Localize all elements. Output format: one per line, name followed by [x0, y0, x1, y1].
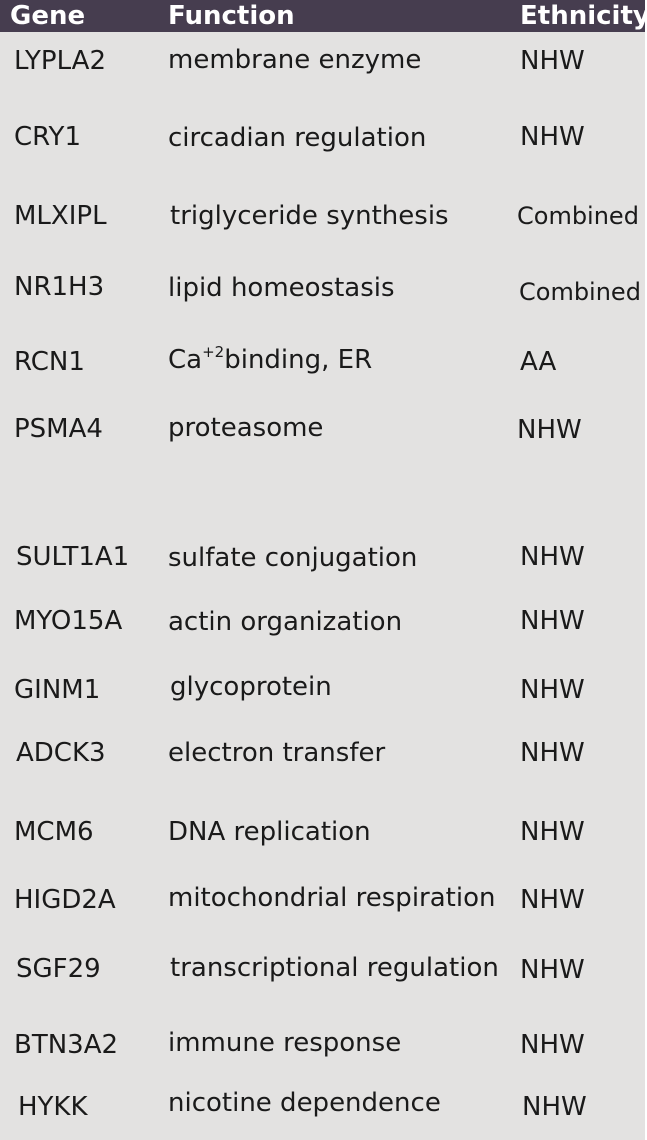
function-cell: sulfate conjugation — [168, 543, 418, 573]
function-cell: glycoprotein — [170, 672, 332, 702]
ethnicity-cell: Combined — [519, 278, 641, 306]
ethnicity-cell: NHW — [520, 122, 585, 152]
function-suffix: binding, ER — [224, 345, 373, 375]
gene-cell: SULT1A1 — [16, 542, 130, 572]
gene-cell: MYO15A — [14, 606, 123, 636]
ethnicity-cell: NHW — [520, 606, 585, 636]
gene-cell: MCM6 — [14, 817, 94, 847]
header-function: Function — [168, 1, 295, 31]
ethnicity-cell: NHW — [520, 46, 585, 76]
gene-cell: HIGD2A — [14, 885, 116, 915]
ethnicity-cell: AA — [520, 347, 557, 377]
ethnicity-cell: NHW — [520, 675, 585, 705]
gene-cell: PSMA4 — [14, 414, 103, 444]
function-cell: Ca+2binding, ER — [168, 343, 373, 379]
ethnicity-cell: NHW — [522, 1092, 587, 1122]
gene-cell: ADCK3 — [16, 738, 106, 768]
ethnicity-cell: NHW — [520, 542, 585, 572]
ethnicity-cell: NHW — [520, 1030, 585, 1060]
function-cell: actin organization — [168, 607, 403, 637]
gene-cell: GINM1 — [14, 675, 101, 705]
gene-cell: NR1H3 — [14, 272, 105, 302]
function-cell: nicotine dependence — [168, 1088, 441, 1118]
gene-cell: SGF29 — [16, 954, 101, 984]
ethnicity-cell: NHW — [517, 415, 582, 445]
table-header: Gene Function Ethnicity — [0, 0, 647, 32]
gene-cell: RCN1 — [14, 347, 85, 377]
gene-cell: HYKK — [18, 1092, 88, 1122]
ethnicity-cell: NHW — [520, 738, 585, 768]
function-prefix: Ca — [168, 345, 203, 375]
function-cell: triglyceride synthesis — [170, 201, 449, 231]
ethnicity-cell: NHW — [520, 817, 585, 847]
function-cell: DNA replication — [168, 817, 371, 847]
header-ethnicity: Ethnicity — [520, 1, 647, 31]
function-cell: circadian regulation — [168, 123, 427, 153]
ethnicity-cell: NHW — [520, 955, 585, 985]
function-cell: membrane enzyme — [168, 45, 422, 75]
gene-cell: CRY1 — [14, 122, 81, 152]
function-cell: lipid homeostasis — [168, 273, 395, 303]
header-gene: Gene — [10, 1, 86, 31]
ethnicity-cell: Combined — [517, 202, 639, 230]
function-superscript: +2 — [202, 343, 225, 361]
function-cell: mitochondrial respiration — [168, 883, 496, 913]
gene-cell: BTN3A2 — [14, 1030, 119, 1060]
function-cell: proteasome — [168, 413, 324, 443]
ethnicity-cell: NHW — [520, 885, 585, 915]
function-cell: transcriptional regulation — [170, 953, 499, 983]
function-cell: immune response — [168, 1028, 402, 1058]
gene-cell: MLXIPL — [14, 201, 107, 231]
function-cell: electron transfer — [168, 738, 386, 768]
gene-cell: LYPLA2 — [14, 46, 107, 76]
